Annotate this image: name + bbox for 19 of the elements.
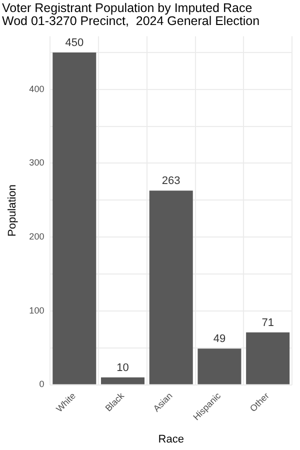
data-label: 49: [213, 333, 226, 346]
bar: [100, 377, 145, 384]
bar: [52, 52, 96, 384]
bar: [246, 332, 290, 384]
data-label: 71: [262, 316, 274, 329]
data-label: 263: [162, 175, 180, 188]
y-tick-label: 400: [29, 84, 44, 94]
data-label: 10: [116, 362, 129, 374]
chart-title: Voter Registrant Population by Imputed Race: [2, 1, 252, 16]
x-axis-title: Race: [158, 433, 184, 446]
y-tick-label: 300: [29, 158, 44, 168]
y-tick-label: 100: [29, 305, 44, 316]
data-label: 450: [65, 37, 84, 50]
bar: [149, 190, 193, 384]
bar: [198, 348, 242, 384]
y-tick-label: 0: [39, 379, 44, 390]
chart-subtitle: Wod 01-3270 Precinct, 2024 General Election: [2, 14, 260, 28]
y-axis-title: Population: [6, 184, 19, 237]
y-tick-label: 200: [29, 232, 44, 242]
